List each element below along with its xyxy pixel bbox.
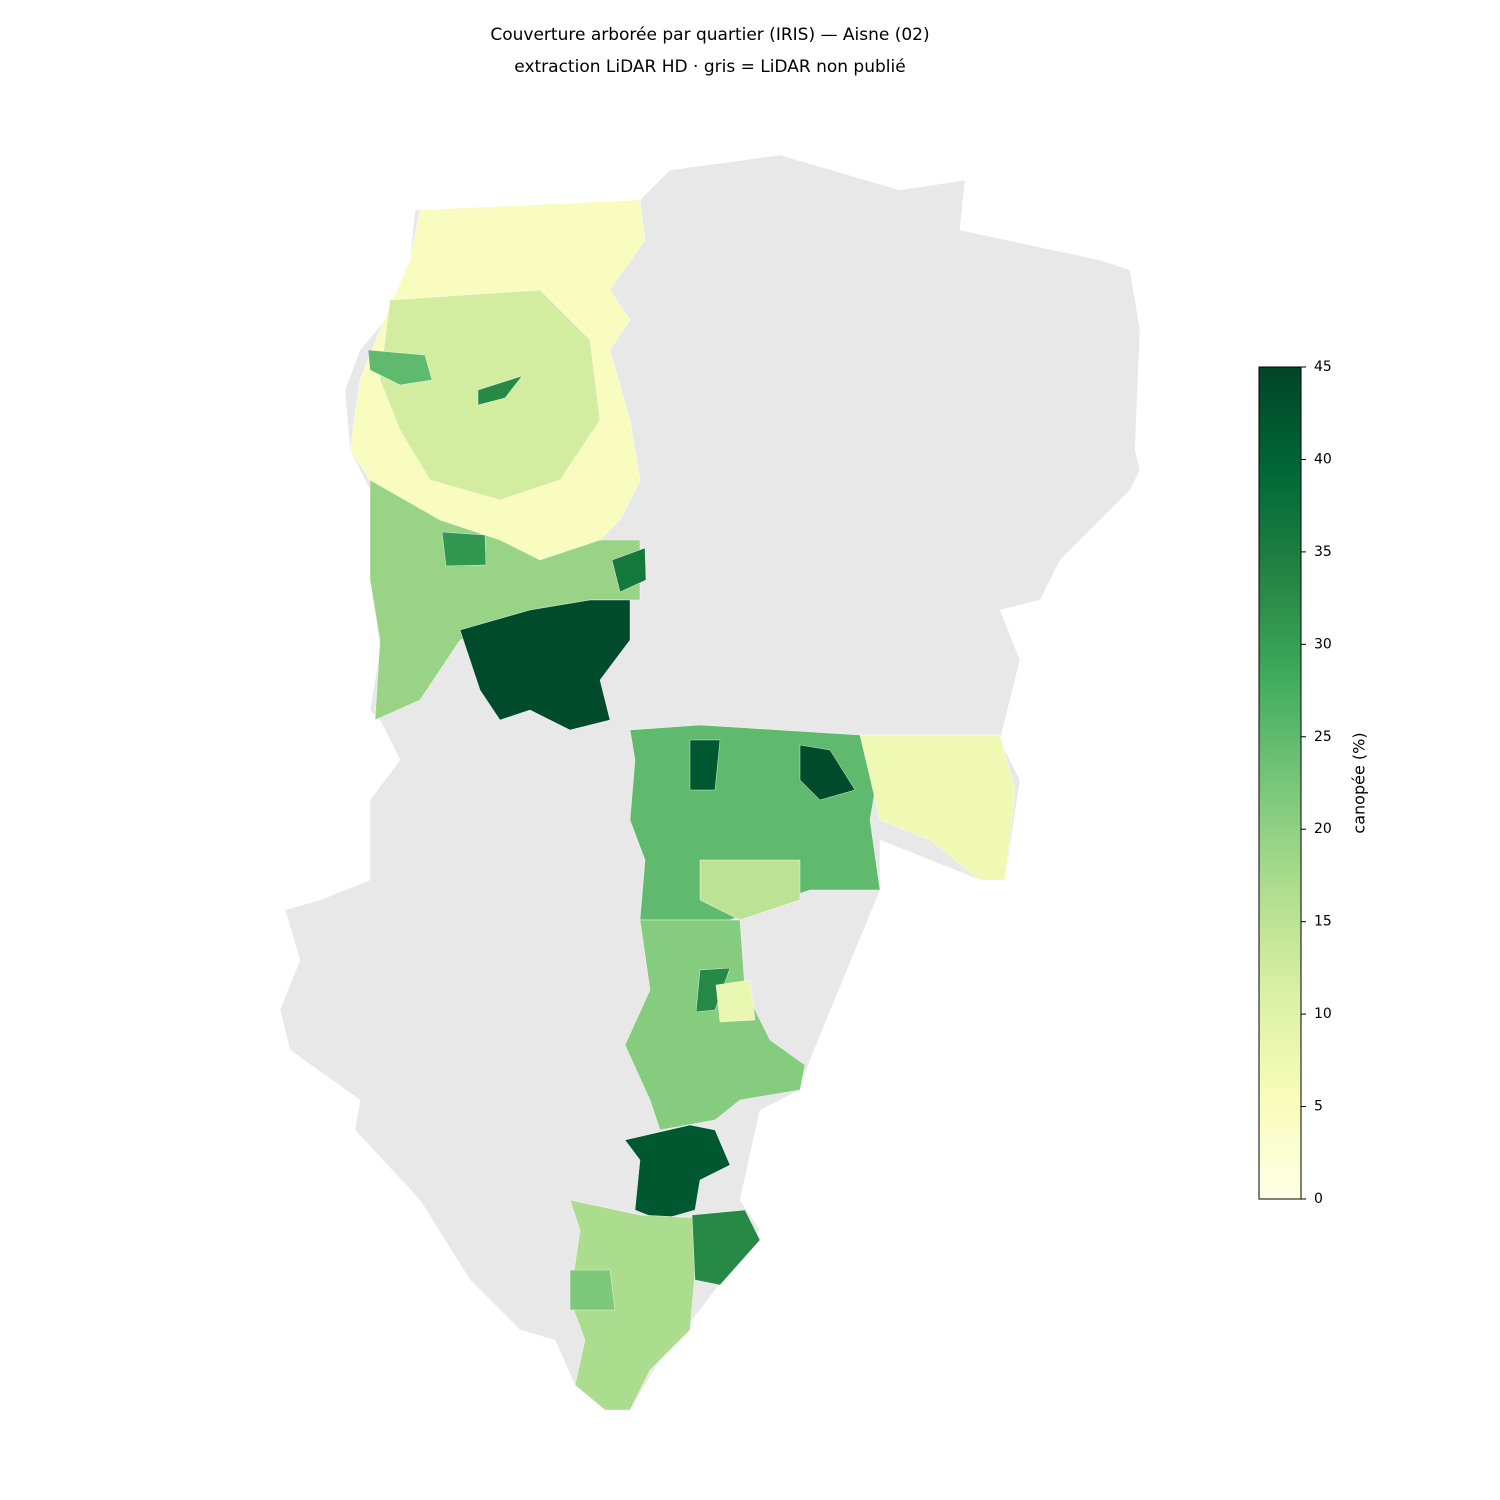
region (367, 349, 433, 386)
region (611, 547, 647, 593)
region (477, 375, 523, 406)
region (569, 1269, 616, 1311)
colorbar-tick-label: 10 (1314, 1006, 1332, 1022)
colorbar-tick-label: 45 (1314, 359, 1332, 375)
colorbar-tick-label: 35 (1314, 544, 1332, 560)
region (859, 734, 1016, 881)
region (695, 967, 731, 1013)
colorbar (1258, 366, 1302, 1200)
colorbar-tick-label: 20 (1314, 821, 1332, 837)
colorbar-tick-label: 25 (1314, 729, 1332, 745)
region (441, 531, 487, 567)
region (624, 1124, 731, 1221)
colorbar-tick-label: 5 (1314, 1099, 1323, 1115)
colorbar-label: canopée (%) (1350, 732, 1369, 833)
region (691, 1209, 761, 1286)
region (459, 599, 631, 731)
region (715, 979, 756, 1023)
region (689, 739, 721, 791)
colorbar-tick-label: 0 (1314, 1191, 1323, 1207)
colorbar-tick-label: 40 (1314, 451, 1332, 467)
region (699, 859, 801, 921)
map-subtitle: extraction LiDAR HD · gris = LiDAR non p… (514, 57, 905, 77)
region (799, 744, 856, 801)
colorbar-tick-label: 15 (1314, 914, 1332, 930)
map-title: Couverture arborée par quartier (IRIS) —… (490, 25, 929, 45)
colorbar-tick-label: 30 (1314, 636, 1332, 652)
